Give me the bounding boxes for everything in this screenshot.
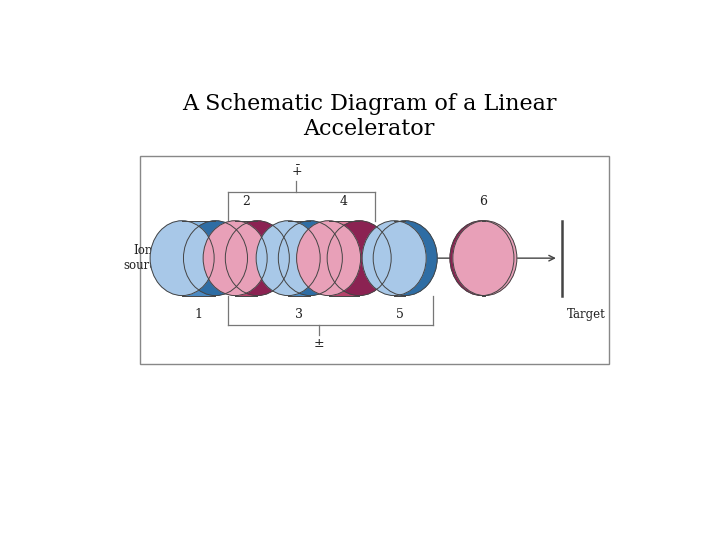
Bar — [394, 282, 405, 295]
Ellipse shape — [184, 221, 248, 295]
Bar — [140, 156, 609, 364]
Ellipse shape — [362, 221, 426, 295]
Ellipse shape — [450, 221, 514, 295]
Bar — [182, 221, 215, 234]
Bar — [288, 221, 310, 295]
Bar — [394, 221, 405, 234]
Bar — [482, 221, 485, 295]
Bar — [288, 221, 310, 234]
Text: 4: 4 — [340, 195, 348, 208]
Text: Ion
source: Ion source — [123, 244, 163, 272]
Bar — [482, 221, 485, 234]
Text: $\pm$: $\pm$ — [313, 337, 325, 350]
Ellipse shape — [225, 221, 289, 295]
Ellipse shape — [150, 221, 214, 295]
Bar — [235, 282, 257, 295]
Text: 6: 6 — [480, 195, 487, 208]
Text: 2: 2 — [243, 195, 250, 208]
Bar — [235, 221, 257, 234]
Bar — [182, 221, 215, 295]
Text: 1: 1 — [195, 308, 203, 321]
Ellipse shape — [203, 221, 267, 295]
Bar — [182, 282, 215, 295]
Text: $\bar{+}$: $\bar{+}$ — [291, 165, 302, 179]
Bar — [235, 221, 257, 295]
Ellipse shape — [327, 221, 391, 295]
Ellipse shape — [279, 221, 342, 295]
Bar — [394, 221, 405, 295]
Bar — [482, 282, 485, 295]
Bar — [328, 282, 359, 295]
Ellipse shape — [453, 221, 517, 295]
Bar — [328, 221, 359, 295]
Ellipse shape — [297, 221, 361, 295]
Text: 5: 5 — [396, 308, 404, 321]
Text: A Schematic Diagram of a Linear
Accelerator: A Schematic Diagram of a Linear Accelera… — [181, 93, 557, 140]
Text: Target: Target — [567, 308, 606, 321]
Text: 3: 3 — [295, 308, 303, 321]
Ellipse shape — [256, 221, 320, 295]
Ellipse shape — [373, 221, 437, 295]
Bar — [288, 282, 310, 295]
Bar — [328, 221, 359, 234]
